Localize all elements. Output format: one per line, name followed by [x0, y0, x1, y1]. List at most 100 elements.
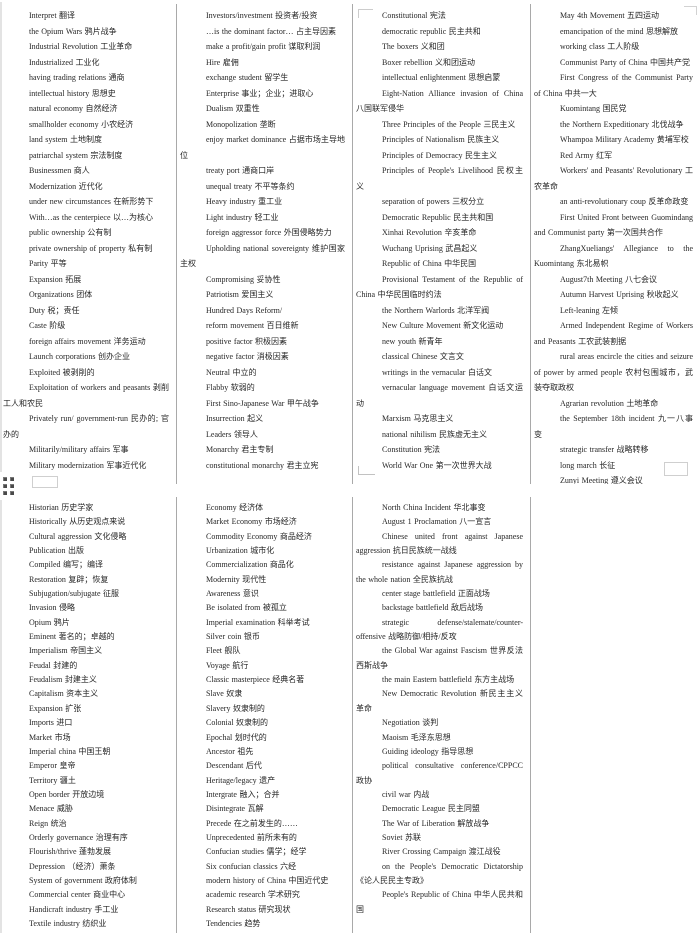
vocab-entry: Commercialization 商品化 [206, 560, 294, 570]
vocab-entry: Military modernization 军事近代化 [29, 460, 147, 470]
vocab-entry: backstage battlefield 敌后战场 [382, 603, 483, 613]
vocab-entry: public ownership 公有制 [29, 228, 112, 237]
vocab-entry: River Crossing Campaign 渡江战役 [382, 847, 501, 857]
vocab-entry: Historically 从历史观点来说 [29, 517, 126, 527]
vocab-entry: Eight-Nation Alliance invasion of China … [356, 88, 523, 114]
vocab-entry: Research status 研究现状 [206, 904, 291, 914]
vocab-entry: Principles of Nationalism 民族主义 [382, 135, 500, 144]
vocab-entry: Flabby 软弱的 [206, 383, 255, 392]
vocab-entry: Open border 开放边境 [29, 789, 105, 799]
vocab-entry: intellectual enlightenment 思想启蒙 [382, 73, 501, 82]
vocab-entry: Disintegrate 瓦解 [206, 804, 264, 814]
vocab-entry: the September 18th incident 九一八事变 [534, 414, 693, 439]
vocab-entry: Ancestor 祖先 [206, 746, 254, 756]
vocab-entry: Colonial 奴隶制的 [206, 718, 269, 728]
vocab-entry: Imperial examination 科举考试 [206, 617, 310, 627]
vocab-entry: Organizations 团体 [29, 290, 93, 299]
vocab-entry: the Global War against Fascism 世界反法西斯战争 [356, 646, 523, 670]
vocab-entry: Wuchang Uprising 武昌起义 [382, 243, 478, 253]
vocab-entry: reform movement 百日维新 [206, 321, 299, 330]
vocab-column: Historian 历史学家 Historically 从历史观点来说 Cultur… [0, 497, 176, 933]
vocab-entry: Commodity Economy 商品经济 [206, 531, 312, 541]
drag-handle-icon[interactable] [3, 477, 14, 495]
vocab-entry: land system 土地制度 [29, 135, 102, 144]
vocab-entry: modern history of China 中国近代史 [206, 875, 329, 885]
vocab-entry: Fleet 舰队 [206, 646, 241, 656]
vocab-entry: Guiding ideology 指导思想 [382, 746, 474, 756]
vocab-entry: Feudal 封建的 [29, 660, 78, 670]
vocab-entry: Epochal 划时代的 [206, 732, 267, 742]
vocab-entry: Publication 出版 [29, 546, 84, 556]
vocab-entry: the Northern Warlords 北洋军阀 [382, 305, 490, 315]
vocab-entry: Eminent 著名的；卓越的 [29, 632, 115, 642]
vocab-entry: resistance against Japanese aggression b… [356, 560, 523, 584]
vocab-entry: Leaders 领导人 [206, 429, 258, 439]
vocab-entry: The boxers 义和团 [382, 42, 445, 51]
vocab-entry: ZhangXueliangs' Allegiance to the Kuomin… [534, 243, 693, 269]
vocab-entry: exchange student 留学生 [206, 73, 289, 82]
vocab-entry: Businessmen 商人 [29, 166, 90, 175]
vocab-entry: Heavy industry 重工业 [206, 197, 283, 206]
vocab-entry: center stage battlefield 正面战场 [382, 589, 490, 599]
vocab-column: May 4th Movement 五四运动 emancipation of the… [530, 4, 700, 484]
vocab-entry: Industrial Revolution 工业革命 [29, 42, 133, 51]
vocab-entry: Duty 税；责任 [29, 305, 80, 315]
vocab-entry: Classic masterpiece 经典名著 [206, 675, 305, 685]
vocab-entry: Caste 阶级 [29, 321, 66, 330]
vocab-entry: Upholding national sovereignty 维护国家主权 [180, 243, 345, 269]
vocab-entry: Be isolated from 被孤立 [206, 603, 287, 613]
vocab-entry: Restoration 复辟；恢复 [29, 574, 109, 584]
vocab-column: North China Incident 华北事变 August 1 Procla… [352, 497, 530, 933]
vocab-entry: Hundred Days Reform/ [206, 305, 283, 315]
vocab-entry: August 1 Proclamation 八一宣言 [382, 517, 492, 527]
vocab-entry: Patriotism 爱国主义 [206, 290, 274, 299]
vocab-entry: enjoy market dominance 占据市场主导地位 [180, 135, 345, 160]
vocab-entry: new youth 新青年 [382, 336, 443, 346]
vocab-entry: separation of powers 三权分立 [382, 197, 485, 206]
vocab-entry: Enterprise 事业；企业；进取心 [206, 88, 314, 98]
vocab-entry: Modernization 近代化 [29, 181, 103, 191]
vocab-entry: Interpret 翻译 [29, 11, 76, 20]
vocab-entry: Provisional Testament of the Republic of… [356, 274, 523, 300]
vocab-entry: Exploited 被剥削的 [29, 367, 95, 377]
vocab-entry: Precede 在之前发生的…… [206, 818, 298, 828]
vocab-entry: working class 工人阶级 [560, 42, 640, 51]
vocab-entry: unequal treaty 不平等条约 [206, 181, 295, 191]
vocab-entry: Subjugation/subjugate 征服 [29, 589, 120, 599]
vocab-entry: Cultural aggression 文化侵略 [29, 531, 127, 541]
vocab-entry: natural economy 自然经济 [29, 104, 118, 113]
vocab-entry: Chinese united front against Japanese ag… [356, 531, 523, 556]
page-left-edge [0, 2, 2, 472]
vocab-entry: Left-leaning 左倾 [560, 305, 619, 315]
vocab-entry: vernacular language movement 白话文运动 [356, 383, 523, 408]
vocab-entry: smallholder economy 小农经济 [29, 119, 134, 129]
vocab-entry: Three Principles of the People 三民主义 [382, 119, 516, 129]
page-left-edge [0, 500, 2, 933]
vocab-entry: political consultative conference/CPPCC … [356, 761, 523, 785]
vocab-entry: Six confucian classics 六经 [206, 861, 297, 871]
vocab-entry: Insurrection 起义 [206, 414, 264, 423]
page-2: Historian 历史学家 Historically 从历史观点来说 Cultur… [0, 497, 700, 933]
vocab-entry: Slavery 奴隶制的 [206, 703, 265, 713]
vocab-entry: The War of Liberation 解放战争 [382, 818, 490, 828]
vocab-entry: Commercial center 商业中心 [29, 890, 126, 900]
vocab-entry: Republic of China 中华民国 [382, 259, 477, 268]
vocab-entry: Textile industry 纺织业 [29, 918, 107, 928]
vocab-entry: Xinhai Revolution 辛亥革命 [382, 228, 477, 237]
vocab-entry: Tendencies 趋势 [206, 918, 261, 928]
vocab-entry: North China Incident 华北事变 [382, 503, 486, 512]
vocab-entry: Silver coin 银币 [206, 632, 260, 642]
vocab-entry: Maoism 毛泽东思想 [382, 732, 451, 742]
vocab-entry: Dualism 双重性 [206, 104, 260, 113]
vocab-entry: Democratic Republic 民主共和国 [382, 212, 494, 222]
vocab-entry: civil war 内战 [382, 789, 430, 799]
vocab-entry: Confucian studies 儒学；经学 [206, 847, 307, 857]
vocab-entry: intellectual history 思想史 [29, 88, 116, 98]
vocab-entry: Unprecedented 前所未有的 [206, 832, 297, 842]
vocab-entry: Whampoa Military Academy 黄埔军校 [560, 135, 689, 144]
vocab-entry: Compromising 妥协性 [206, 274, 281, 284]
vocab-entry: Depression （经济）萧条 [29, 861, 116, 871]
vocab-entry: democratic republic 民主共和 [382, 26, 481, 36]
vocab-entry: Agrarian revolution 土地革命 [560, 398, 659, 408]
